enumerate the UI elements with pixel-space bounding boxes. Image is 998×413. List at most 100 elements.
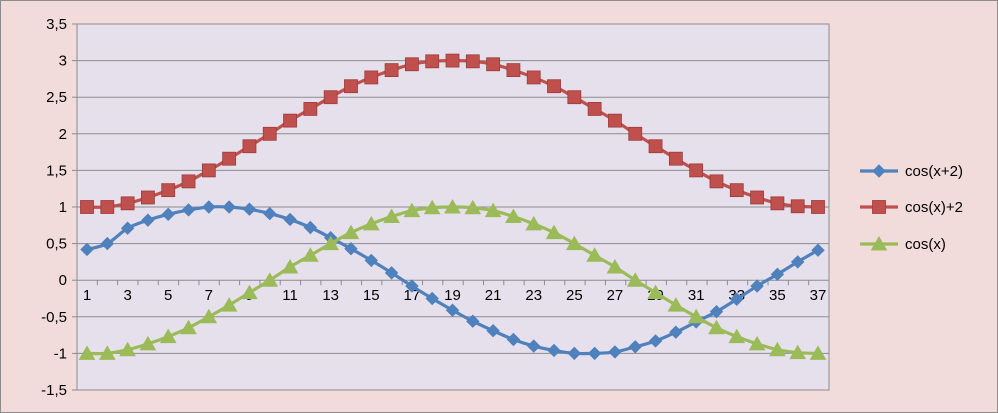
data-point [709, 304, 724, 319]
data-point [120, 221, 135, 235]
y-tick-label: 3 [59, 53, 67, 70]
data-point [404, 57, 419, 72]
data-point [98, 345, 116, 360]
y-tick-label: 0,5 [46, 236, 67, 253]
y-tick-label: 0 [59, 272, 67, 289]
data-point [486, 324, 500, 338]
data-point [161, 207, 175, 222]
data-point [526, 70, 541, 85]
data-point [141, 213, 155, 227]
data-point [547, 79, 561, 94]
data-point [364, 253, 378, 268]
y-tick-label: 2,5 [46, 89, 67, 106]
data-point [100, 200, 115, 214]
data-point [342, 224, 360, 240]
data-point [729, 183, 744, 198]
series-2 [78, 198, 827, 360]
x-tick-label: 3 [123, 287, 131, 304]
data-point [466, 314, 480, 328]
x-tick-label: 7 [205, 287, 213, 304]
data-point [770, 196, 785, 211]
data-point [647, 284, 664, 300]
data-point [423, 199, 441, 215]
data-point [809, 345, 827, 360]
x-tick-label: 15 [363, 287, 380, 304]
data-point [80, 200, 94, 214]
data-point [119, 341, 136, 357]
x-tick-label: 17 [404, 287, 421, 304]
legend-item: cos(x+2) [860, 163, 963, 180]
data-point [506, 332, 521, 347]
data-point [364, 70, 379, 85]
data-point [790, 199, 805, 214]
data-point [587, 346, 602, 361]
data-point [708, 319, 725, 335]
data-point [202, 200, 216, 214]
x-tick-label: 21 [485, 287, 502, 304]
data-point [687, 308, 705, 324]
data-point [159, 328, 177, 344]
data-point [303, 220, 318, 235]
data-point [180, 319, 197, 335]
data-point [728, 328, 746, 344]
data-point [242, 139, 257, 154]
legend-label: cos(x+2) [905, 163, 963, 180]
legend-item: cos(x)+2 [860, 199, 963, 216]
data-point [384, 266, 399, 280]
data-point [545, 224, 563, 240]
data-point [200, 308, 218, 324]
legend-swatch-marker [872, 200, 886, 214]
data-point [525, 215, 543, 231]
data-point [464, 199, 482, 215]
data-point [486, 57, 501, 72]
series-layer [78, 53, 827, 361]
data-point [547, 343, 561, 358]
data-point [100, 236, 115, 251]
data-point [201, 163, 216, 178]
legend-item: cos(x) [860, 235, 946, 253]
y-axis-ticks: -1,5 -1 -0,5 0 0,5 1 1,5 2 2,5 3 3,5 [41, 16, 77, 399]
data-point [222, 151, 237, 166]
data-point [120, 196, 135, 211]
data-point [748, 335, 766, 351]
data-point [506, 63, 521, 78]
data-point [141, 190, 155, 205]
y-tick-label: -1,5 [41, 382, 67, 399]
data-point [403, 202, 421, 218]
data-point [565, 235, 583, 251]
data-point [811, 200, 825, 214]
data-point [80, 242, 94, 257]
series-1 [80, 53, 825, 214]
data-point [384, 63, 399, 78]
x-tick-label: 27 [607, 287, 624, 304]
data-point [608, 345, 622, 359]
data-point [445, 53, 460, 68]
data-point [181, 174, 196, 189]
data-point [586, 247, 604, 262]
data-point [181, 203, 196, 217]
data-point [425, 54, 440, 69]
data-point [527, 339, 541, 353]
x-tick-label: 5 [164, 287, 172, 304]
data-point [689, 163, 704, 178]
data-point [709, 174, 724, 189]
data-point [301, 247, 319, 262]
data-point [303, 102, 318, 116]
y-tick-label: 3,5 [46, 16, 67, 33]
data-point [587, 102, 602, 116]
legend: cos(x+2) cos(x)+2 cos(x) [860, 163, 963, 253]
data-point [322, 235, 340, 251]
data-point [669, 325, 683, 339]
data-point [444, 198, 461, 214]
data-point [283, 212, 297, 227]
data-point [405, 279, 419, 293]
y-tick-label: 1 [59, 199, 67, 216]
data-point [445, 303, 460, 317]
legend-swatch-marker [870, 235, 888, 251]
data-point [465, 54, 480, 69]
data-point [220, 297, 238, 312]
y-tick-label: -1 [54, 345, 67, 362]
data-point [769, 341, 786, 357]
x-tick-label: 19 [444, 287, 461, 304]
data-point [628, 340, 642, 354]
